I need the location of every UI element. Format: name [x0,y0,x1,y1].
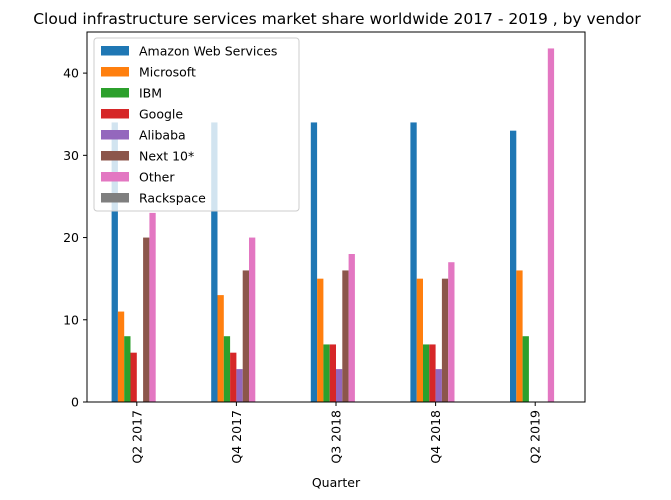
legend-box [93,37,300,212]
bar [348,254,355,402]
bar [429,344,436,402]
bar [441,278,449,402]
legend-label: Amazon Web Services [139,44,277,59]
bar [323,344,330,402]
legend-swatch [101,109,129,119]
bar [249,237,256,402]
y-tick-label: 10 [63,312,79,327]
legend[interactable]: Amazon Web Services Microsoft IBM Google Ali… [93,37,300,212]
y-tick-label: 40 [63,66,79,81]
bars-layer [111,48,555,403]
bar [435,369,442,402]
x-tick-label: Q2 2017 [129,410,144,464]
bar [516,270,523,402]
legend-swatch [101,193,129,203]
bar [124,336,131,402]
bar [416,278,423,402]
bar [217,295,224,402]
bar [522,336,529,402]
legend-swatch [101,151,129,161]
bar [448,262,455,402]
legend-label: Microsoft [139,65,196,80]
bar [211,122,218,402]
legend-swatch [101,88,129,98]
bar [510,130,517,403]
legend-swatch [101,130,129,140]
y-tick-label: 20 [63,230,79,245]
bar [423,344,430,402]
y-tick-label: 0 [71,395,79,410]
x-axis-label: Quarter [312,475,361,490]
x-tick-label: Q4 2018 [428,410,443,464]
x-axis: Q2 2017 Q4 2017 Q3 2018 Q4 2018 Q2 2019 [129,402,543,464]
legend-label: Alibaba [139,128,186,143]
legend-label: Rackspace [139,191,206,206]
y-axis: 0 10 20 30 40 [63,66,87,410]
x-tick-label: Q3 2018 [329,410,344,464]
bar [149,212,156,402]
bar [310,122,318,402]
legend-swatch [101,172,129,182]
bar [130,352,137,402]
bar [117,311,125,402]
legend-label: Google [139,107,183,122]
bar [236,369,243,402]
legend-swatch [101,67,129,77]
bar [242,270,249,402]
bar [342,270,349,402]
chart-title: Cloud infrastructure services market sha… [33,10,641,28]
bar [547,48,555,402]
legend-label: Other [139,170,175,185]
x-tick-label: Q2 2019 [528,410,543,464]
legend-label: Next 10* [139,149,194,164]
bar [317,278,324,402]
legend-label: IBM [139,86,162,101]
legend-swatch [101,46,129,56]
bar [329,344,336,402]
bar [336,369,343,402]
bar [111,122,118,402]
bar [143,237,150,402]
bar [223,336,231,402]
x-tick-label: Q4 2017 [229,410,244,464]
bar [230,352,237,402]
y-tick-label: 30 [63,148,79,163]
bar [410,122,417,402]
